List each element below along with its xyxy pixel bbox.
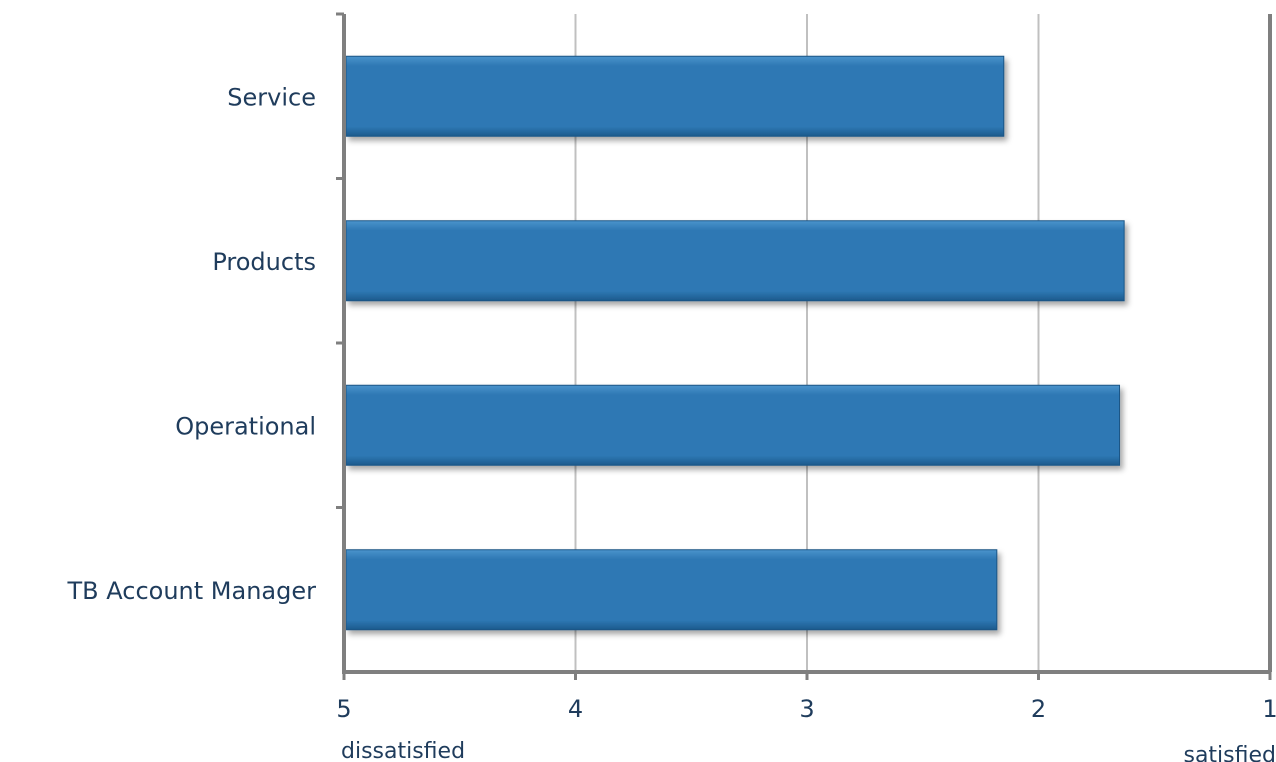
- axes: [336, 12, 1272, 680]
- x-tick-label-5: 5: [336, 695, 351, 723]
- bar-products: [345, 220, 1125, 302]
- x-tick-label-4: 4: [568, 695, 583, 723]
- x-tick-label-1: 1: [1262, 695, 1276, 723]
- bars: [345, 55, 1125, 631]
- bar-tb-account-manager: [345, 549, 998, 631]
- category-label-tb-account-manager: TB Account Manager: [67, 577, 317, 605]
- bar-service: [345, 55, 1005, 137]
- annotation-satisfied: satisfied: [1183, 743, 1276, 762]
- annotation-dissatisfied: dissatisfied: [341, 739, 465, 762]
- x-tick-label-2: 2: [1031, 695, 1046, 723]
- category-label-products: Products: [212, 248, 316, 276]
- x-tick-label-3: 3: [799, 695, 814, 723]
- category-label-service: Service: [227, 83, 316, 111]
- bar-operational: [345, 384, 1121, 466]
- category-label-operational: Operational: [175, 412, 316, 440]
- labels: 5 4 3 2 1 Service Products Operational TB Accoun…: [67, 83, 1276, 723]
